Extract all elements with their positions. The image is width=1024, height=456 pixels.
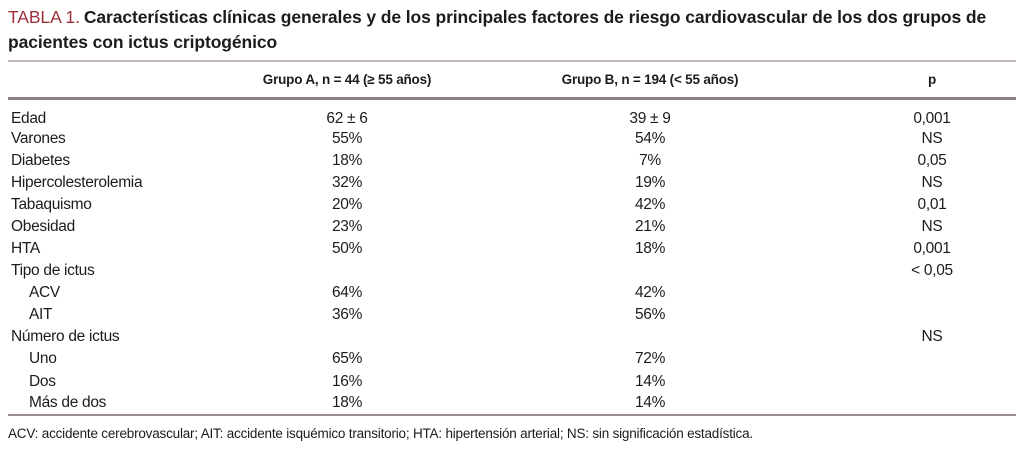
cell-grupo-a: 23% <box>331 217 363 235</box>
row-label: Diabetes <box>11 151 70 169</box>
cell-grupo-a: 50% <box>331 240 363 258</box>
cell-p: 0,001 <box>913 240 951 258</box>
table-row: Número de ictus NS <box>8 326 1016 348</box>
cell-p: NS <box>921 217 943 235</box>
clinical-table: Grupo A, n = 44 (≥ 55 años) Grupo B, n =… <box>8 60 1016 416</box>
cell-grupo-a <box>180 260 514 282</box>
cell-grupo-b: 21% <box>634 217 666 235</box>
cell-p: 0,05 <box>917 151 947 169</box>
cell-p <box>786 371 1016 393</box>
cell-grupo-b: 39 ± 9 <box>629 109 671 127</box>
table-figure: TABLA 1. Características clínicas general… <box>8 5 1016 441</box>
cell-p: < 0,05 <box>911 262 953 280</box>
cell-grupo-a <box>180 326 514 348</box>
table-row: AIT 36% 56% <box>8 304 1016 326</box>
cell-grupo-b: 56% <box>634 306 666 324</box>
row-label: Hipercolesterolemia <box>11 173 143 191</box>
table-title-text: Características clínicas generales y de … <box>8 7 987 52</box>
row-label: ACV <box>29 284 60 302</box>
cell-grupo-a: 36% <box>331 306 363 324</box>
cell-grupo-b: 14% <box>634 394 666 412</box>
cell-p: NS <box>921 328 943 346</box>
cell-p <box>786 282 1016 304</box>
row-label: HTA <box>11 240 40 258</box>
cell-p: 0,01 <box>917 195 947 213</box>
header-grupo-b: Grupo B, n = 194 (< 55 años) <box>514 60 786 100</box>
cell-p: NS <box>921 173 943 191</box>
table-title: TABLA 1. Características clínicas general… <box>8 5 1016 55</box>
cell-grupo-a: 18% <box>331 151 363 169</box>
cell-grupo-a: 55% <box>331 129 363 147</box>
cell-grupo-b: 7% <box>639 151 661 169</box>
cell-p <box>786 348 1016 370</box>
cell-grupo-a: 64% <box>331 284 363 302</box>
cell-grupo-a: 20% <box>331 195 363 213</box>
cell-grupo-b: 54% <box>634 129 666 147</box>
table-row: Más de dos 18% 14% <box>8 393 1016 415</box>
cell-grupo-a: 18% <box>331 394 363 412</box>
table-row: HTA 50% 18% 0,001 <box>8 238 1016 260</box>
cell-grupo-b: 18% <box>634 240 666 258</box>
row-label: Tipo de ictus <box>11 262 95 280</box>
header-row: Grupo A, n = 44 (≥ 55 años) Grupo B, n =… <box>8 60 1016 100</box>
table-body: Edad 62 ± 6 39 ± 9 0,001 Varones 55% 54%… <box>8 98 1016 415</box>
row-label: AIT <box>29 306 53 324</box>
row-label: Uno <box>29 350 57 368</box>
cell-grupo-b: 19% <box>634 173 666 191</box>
table-row: Tabaquismo 20% 42% 0,01 <box>8 194 1016 216</box>
row-label: Número de ictus <box>11 328 120 346</box>
row-label: Edad <box>11 109 46 127</box>
row-label: Dos <box>29 372 56 390</box>
cell-grupo-b <box>514 326 786 348</box>
cell-grupo-b: 14% <box>634 372 666 390</box>
cell-p: 0,001 <box>913 109 951 127</box>
table-row: Edad 62 ± 6 39 ± 9 0,001 <box>8 98 1016 128</box>
cell-grupo-a: 16% <box>331 372 363 390</box>
cell-p <box>786 393 1016 415</box>
table-footnote: ACV: accidente cerebrovascular; AIT: acc… <box>8 425 753 441</box>
cell-p: NS <box>921 129 943 147</box>
cell-p <box>786 304 1016 326</box>
table-row: Obesidad 23% 21% NS <box>8 216 1016 238</box>
row-label: Tabaquismo <box>11 195 92 213</box>
header-empty-cell <box>8 60 180 100</box>
table-row: Dos 16% 14% <box>8 371 1016 393</box>
cell-grupo-a: 65% <box>331 350 363 368</box>
row-label: Más de dos <box>29 394 107 412</box>
cell-grupo-b: 42% <box>634 195 666 213</box>
cell-grupo-a: 62 ± 6 <box>326 109 368 127</box>
table-row: ACV 64% 42% <box>8 282 1016 304</box>
cell-grupo-b: 42% <box>634 284 666 302</box>
cell-grupo-b <box>514 260 786 282</box>
row-label: Varones <box>11 129 66 147</box>
cell-grupo-b: 72% <box>634 350 666 368</box>
table-number-label: TABLA 1. <box>8 7 80 27</box>
table-row: Varones 55% 54% NS <box>8 128 1016 150</box>
table-row: Diabetes 18% 7% 0,05 <box>8 150 1016 172</box>
table-row: Tipo de ictus < 0,05 <box>8 260 1016 282</box>
table-row: Uno 65% 72% <box>8 348 1016 370</box>
cell-grupo-a: 32% <box>331 173 363 191</box>
row-label: Obesidad <box>11 217 75 235</box>
header-grupo-a: Grupo A, n = 44 (≥ 55 años) <box>180 60 514 100</box>
table-row: Hipercolesterolemia 32% 19% NS <box>8 172 1016 194</box>
table-header: Grupo A, n = 44 (≥ 55 años) Grupo B, n =… <box>8 60 1016 100</box>
header-p: p <box>786 60 1016 100</box>
